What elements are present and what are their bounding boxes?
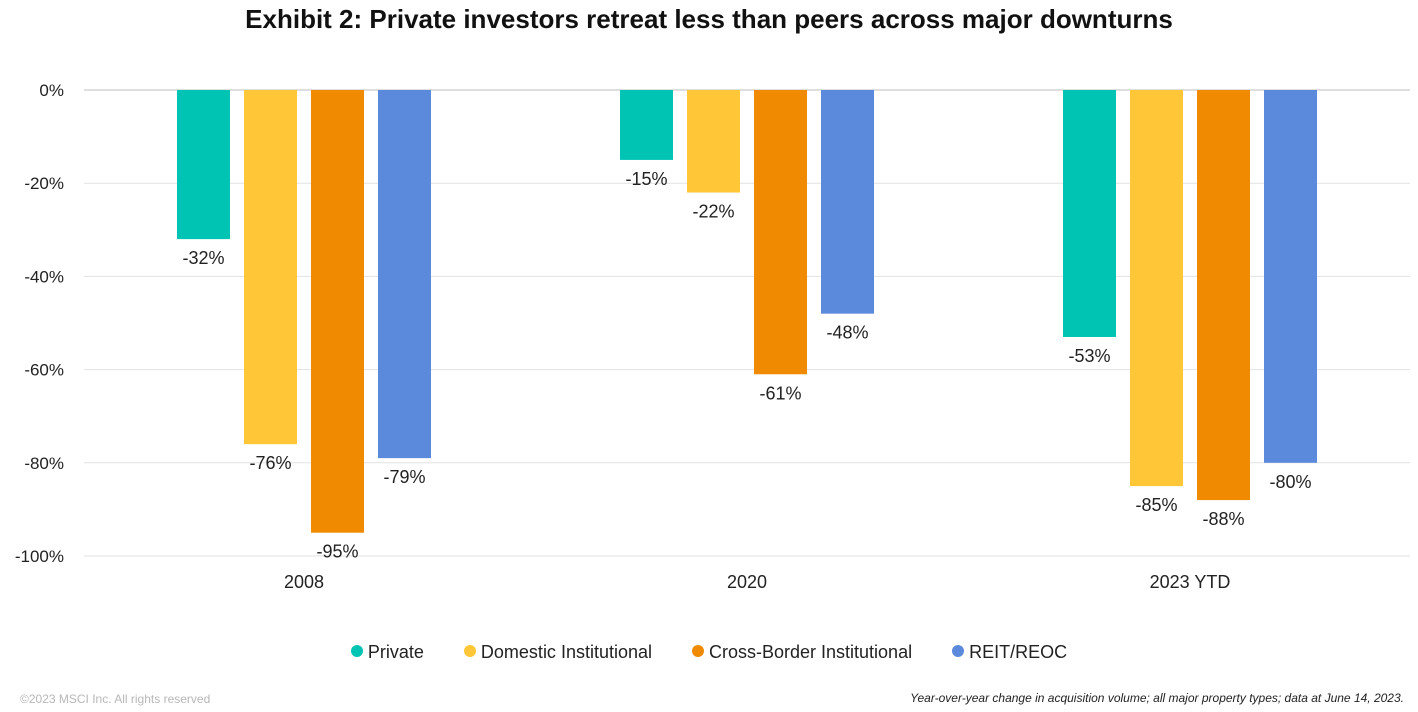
data-label: -22% [692, 202, 734, 222]
y-tick-label: -60% [24, 361, 64, 380]
legend-dot-icon [463, 645, 476, 658]
bar [177, 90, 230, 240]
legend-item: Private [350, 642, 424, 663]
bar [687, 90, 740, 193]
data-label: -95% [316, 542, 358, 562]
source-note: Year-over-year change in acquisition vol… [910, 691, 1404, 705]
x-tick-label: 2020 [727, 572, 767, 592]
legend-item: REIT/REOC [952, 642, 1067, 663]
data-label: -79% [383, 467, 425, 487]
bar [620, 90, 673, 160]
y-tick-label: -40% [24, 267, 64, 286]
data-label: -53% [1068, 346, 1110, 366]
chart-title: Exhibit 2: Private investors retreat les… [245, 4, 1173, 34]
y-tick-label: -20% [24, 174, 64, 193]
bar [1130, 90, 1183, 487]
y-tick-label: -80% [24, 454, 64, 473]
bar [1197, 90, 1250, 501]
bar [1264, 90, 1317, 463]
data-label: -32% [182, 248, 224, 268]
bar [311, 90, 364, 533]
data-label: -85% [1135, 495, 1177, 515]
bar [821, 90, 874, 314]
bar [244, 90, 297, 445]
x-tick-label: 2023 YTD [1150, 572, 1231, 592]
data-label: -48% [826, 323, 868, 343]
legend-dot-icon [692, 645, 704, 658]
x-tick-label: 2008 [284, 572, 324, 592]
data-label: -76% [249, 453, 291, 473]
legend-label: Cross-Border Institutional [709, 642, 913, 662]
bar [754, 90, 807, 375]
bar [1063, 90, 1116, 337]
bar [378, 90, 431, 459]
y-tick-label: 0% [39, 81, 64, 100]
data-label: -15% [625, 169, 667, 189]
legend-label: Private [367, 642, 424, 662]
legend-item: Domestic Institutional [463, 642, 652, 663]
data-label: -80% [1269, 472, 1311, 492]
legend-dot-icon [952, 645, 965, 658]
legend-label: Domestic Institutional [480, 642, 652, 662]
legend-item: Cross-Border Institutional [692, 642, 912, 663]
chart-legend: Private Domestic Institutional Cross-Borde… [0, 642, 1418, 663]
data-label: -88% [1202, 509, 1244, 529]
y-tick-label: -100% [15, 547, 64, 566]
legend-label: REIT/REOC [969, 642, 1068, 662]
data-label: -61% [759, 383, 801, 403]
legend-dot-icon [350, 645, 363, 658]
copyright-text: ©2023 MSCI Inc. All rights reserved [20, 692, 211, 706]
